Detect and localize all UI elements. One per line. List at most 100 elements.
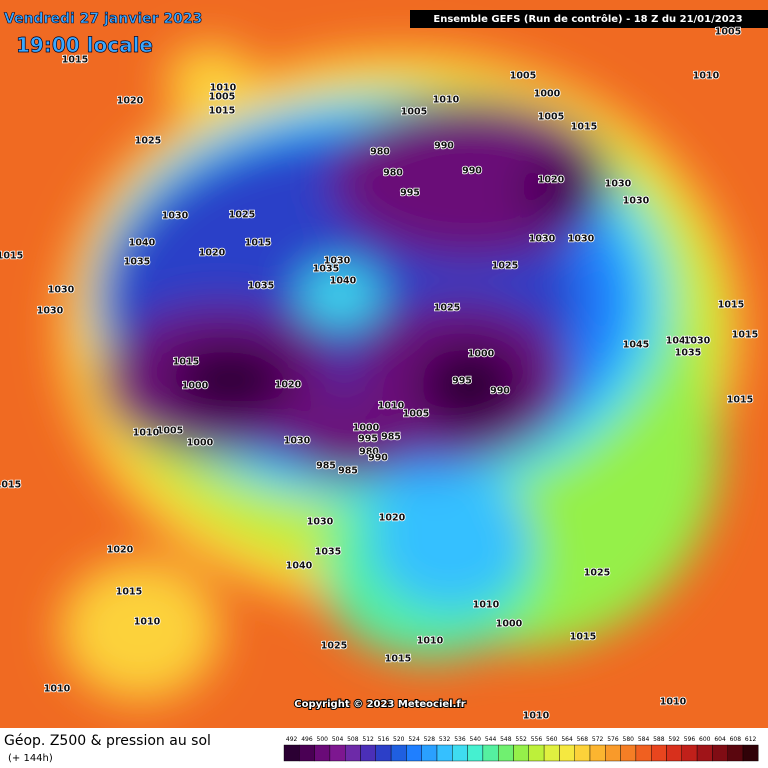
isobar-label: 1040 (286, 561, 313, 572)
scale-swatch (681, 744, 698, 762)
isobar-label: 1000 (468, 349, 495, 360)
isobar-label: 990 (490, 386, 510, 397)
color-scale: 492 496 500 504 508 512 516 520 524 528 532 536 540 5… (283, 736, 759, 762)
isobar-label: 1025 (434, 303, 460, 314)
scale-swatch (513, 744, 530, 762)
scale-label: 612 (745, 736, 757, 743)
scale-swatch (620, 744, 637, 762)
isobar-label: 1015 (173, 357, 199, 368)
isobar-label: 1015 (727, 395, 753, 406)
scale-label: 580 (623, 736, 635, 743)
isobar-label: 1030 (684, 336, 711, 347)
isobar-label: 1030 (284, 436, 311, 447)
isobar-label: 1040 (129, 238, 156, 249)
isobar-label: 1020 (117, 96, 144, 107)
scale-swatch (574, 744, 591, 762)
map-field (0, 0, 768, 728)
isobar-label: 1040 (666, 336, 693, 347)
isobar-label: 1010 (693, 71, 720, 82)
footer-title: Géop. Z500 & pression au sol (4, 733, 211, 749)
scale-swatch (406, 744, 422, 762)
scale-label: 528 (424, 736, 436, 743)
isobar-label: 985 (381, 432, 401, 443)
scale-label: 540 (470, 736, 482, 743)
scale-label: 516 (378, 736, 390, 743)
isobar-label: 1010 (210, 83, 237, 94)
scale-label: 568 (577, 736, 589, 743)
isobar-label: 1010 (133, 428, 160, 439)
scale-swatch (559, 744, 575, 762)
scale-label: 492 (286, 736, 298, 743)
isobar-label: 1045 (623, 340, 649, 351)
isobar-label: 1000 (182, 381, 209, 392)
isobar-label: 1030 (307, 517, 334, 528)
isobar-label: 1005 (401, 107, 427, 118)
isobar-label: 1015 (245, 238, 271, 249)
isobar-label: 1030 (162, 211, 189, 222)
isobar-label: 1030 (529, 234, 556, 245)
isobar-label: 1010 (523, 711, 550, 722)
isobar-label: 1025 (321, 641, 347, 652)
isobar-label: 1025 (135, 136, 161, 147)
scale-swatch (452, 744, 468, 762)
scale-swatch (742, 744, 759, 762)
scale-swatch (712, 744, 728, 762)
isobar-label: 1005 (538, 112, 564, 123)
isobar-label: 1000 (353, 423, 380, 434)
isobar-label: 1000 (534, 89, 561, 100)
scale-swatch (498, 744, 514, 762)
scale-label: 496 (301, 736, 313, 743)
scale-swatch (696, 744, 713, 762)
isobar-label: 1015 (0, 480, 21, 491)
isobar-label: 1020 (538, 175, 565, 186)
isobar-label: 1015 (209, 106, 235, 117)
isobar-label: 1010 (378, 401, 405, 412)
scale-swatch (605, 744, 621, 762)
isobar-label: 1030 (48, 285, 75, 296)
scale-swatch (635, 744, 652, 762)
scale-label: 560 (546, 736, 558, 743)
isobar-label: 1005 (157, 426, 183, 437)
scale-swatch (314, 744, 331, 762)
scale-swatch (543, 744, 560, 762)
scale-label: 548 (500, 736, 512, 743)
isobar-label: 1015 (570, 632, 596, 643)
isobar-label: 995 (358, 434, 378, 445)
scale-swatch (651, 744, 667, 762)
isobar-label: 1030 (324, 256, 351, 267)
isobar-label: 1010 (134, 617, 161, 628)
isobar-label: 1035 (124, 257, 150, 268)
isobar-label: 990 (462, 166, 482, 177)
scale-label: 508 (347, 736, 359, 743)
isobar-label: 990 (434, 141, 454, 152)
isobar-label: 1035 (313, 264, 339, 275)
scale-label: 576 (607, 736, 619, 743)
isobar-label: 980 (370, 147, 390, 158)
isobar-label: 1020 (379, 513, 406, 524)
isobar-label: 1030 (37, 306, 64, 317)
isobar-label: 1015 (385, 654, 411, 665)
isobar-label: 1035 (248, 281, 274, 292)
isobar-label: 1020 (199, 248, 226, 259)
scale-label: 564 (561, 736, 573, 743)
scale-label: 600 (699, 736, 711, 743)
scale-label: 524 (408, 736, 420, 743)
isobar-label: 990 (368, 453, 388, 464)
scale-swatch (329, 744, 346, 762)
isobar-label: 1015 (0, 251, 23, 262)
isobar-label: 1005 (403, 409, 429, 420)
scale-swatch (421, 744, 438, 762)
isobar-label: 980 (383, 168, 403, 179)
footer-lead: (+ 144h) (8, 753, 53, 764)
scale-label: 608 (730, 736, 742, 743)
scale-label: 520 (393, 736, 405, 743)
scale-label: 604 (714, 736, 726, 743)
isobar-label: 1030 (568, 234, 595, 245)
isobar-label: 1025 (229, 210, 255, 221)
scale-swatch (345, 744, 361, 762)
isobar-label: 995 (452, 376, 472, 387)
isobar-label: 1020 (275, 380, 302, 391)
scale-swatch (436, 744, 453, 762)
isobar-label: 1030 (605, 179, 632, 190)
